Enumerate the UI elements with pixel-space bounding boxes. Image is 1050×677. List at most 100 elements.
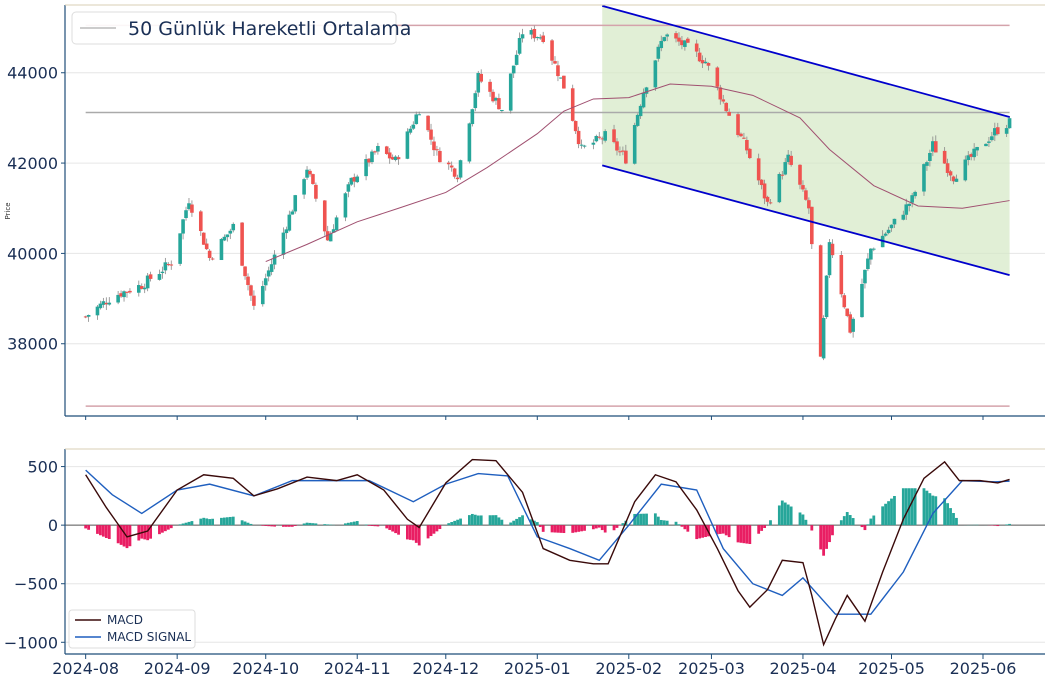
histogram-bar	[397, 525, 400, 535]
candle-body	[384, 146, 389, 154]
histogram-bar	[786, 504, 790, 526]
candle-body	[824, 275, 829, 318]
histogram-bar	[284, 525, 288, 527]
histogram-bar	[698, 525, 702, 539]
histogram-bar	[529, 519, 533, 526]
candle-body	[694, 43, 699, 52]
y-axis-label: Price	[4, 202, 12, 219]
candle-body	[514, 54, 519, 65]
histogram-bar	[757, 525, 761, 534]
candle-body	[789, 155, 793, 165]
candle-body	[272, 254, 277, 265]
candle-body	[532, 28, 537, 39]
histogram-bar	[612, 525, 616, 531]
histogram-bar	[243, 521, 247, 526]
histogram-bar	[659, 519, 663, 526]
candle-body	[343, 193, 348, 218]
candle-body	[942, 150, 947, 164]
candle-body	[198, 211, 203, 232]
histogram-bar	[169, 525, 173, 529]
histogram-bar	[993, 525, 997, 526]
histogram-bar	[721, 525, 725, 534]
macd-line	[85, 458, 1010, 647]
candle-body	[612, 129, 616, 143]
candle-body	[476, 73, 481, 93]
histogram-bar	[116, 525, 120, 544]
histogram-bar	[925, 490, 929, 526]
x-tick-label: 2024-10	[232, 659, 299, 677]
histogram-bar	[385, 525, 389, 529]
candle-body	[984, 143, 988, 147]
legend-label: MACD SIGNAL	[107, 630, 191, 644]
histogram-bar	[326, 524, 330, 526]
histogram-bar	[863, 525, 867, 531]
histogram-bar	[789, 506, 793, 526]
histogram-bar	[831, 525, 834, 536]
histogram-bar	[264, 525, 268, 526]
candle-body	[680, 40, 684, 46]
histogram-bar	[860, 525, 864, 528]
histogram-bar	[509, 522, 513, 526]
histogram-bar	[603, 525, 607, 533]
candle-body	[517, 38, 522, 54]
histogram-bar	[302, 523, 306, 526]
candle-body	[222, 236, 227, 241]
histogram-bar	[665, 520, 669, 526]
histogram-bar	[819, 525, 823, 550]
histogram-bar	[580, 525, 583, 532]
candle-body	[886, 229, 891, 234]
candle-body	[556, 65, 560, 77]
candle-body	[467, 123, 472, 162]
histogram-bar	[904, 488, 908, 526]
candle-body	[452, 168, 457, 177]
histogram-bar	[494, 515, 498, 526]
candle-body	[228, 230, 233, 234]
candle-body	[762, 183, 767, 199]
candle-body	[777, 173, 782, 203]
x-tick-label: 2025-04	[770, 659, 837, 677]
histogram-bar	[228, 516, 232, 526]
candle-body	[246, 276, 250, 286]
candle-body	[700, 60, 705, 64]
candle-body	[488, 81, 492, 92]
histogram-bar	[287, 525, 291, 527]
candle-body	[287, 214, 292, 231]
moving-average-line	[265, 83, 1010, 262]
candle-body	[972, 148, 976, 158]
candle-body	[387, 152, 392, 159]
candle-body	[458, 160, 463, 178]
histogram-bar	[949, 508, 952, 526]
candle-body	[621, 150, 625, 152]
histogram-bar	[718, 525, 722, 534]
candle-body	[925, 162, 929, 166]
histogram-bar	[715, 525, 719, 535]
histogram-bar	[246, 522, 250, 526]
candle-body	[260, 286, 265, 305]
channel-upper-line	[601, 5, 1010, 118]
histogram-bar	[645, 513, 648, 526]
legend-box	[71, 11, 397, 45]
histogram-bar	[99, 525, 102, 536]
histogram-bar	[388, 525, 392, 530]
candle-body	[411, 124, 416, 129]
candle-body	[603, 131, 607, 141]
channel-lower-line	[601, 164, 1010, 276]
histogram-bar	[683, 525, 687, 530]
histogram-bar	[739, 525, 743, 543]
histogram-bar	[866, 524, 870, 526]
candle-body	[742, 137, 746, 139]
histogram-bar	[615, 525, 619, 528]
candle-body	[641, 92, 646, 108]
candle-body	[408, 128, 413, 133]
histogram-bar	[872, 515, 876, 526]
candle-body	[269, 264, 274, 272]
histogram-bar	[293, 525, 297, 526]
histogram-bar	[190, 521, 194, 526]
histogram-bar	[704, 525, 707, 538]
x-tick-label: 2025-03	[678, 659, 745, 677]
histogram-bar	[417, 525, 421, 546]
histogram-bar	[928, 493, 932, 526]
candle-body	[591, 142, 596, 145]
candle-body	[231, 223, 236, 231]
histogram-bar	[373, 525, 377, 527]
